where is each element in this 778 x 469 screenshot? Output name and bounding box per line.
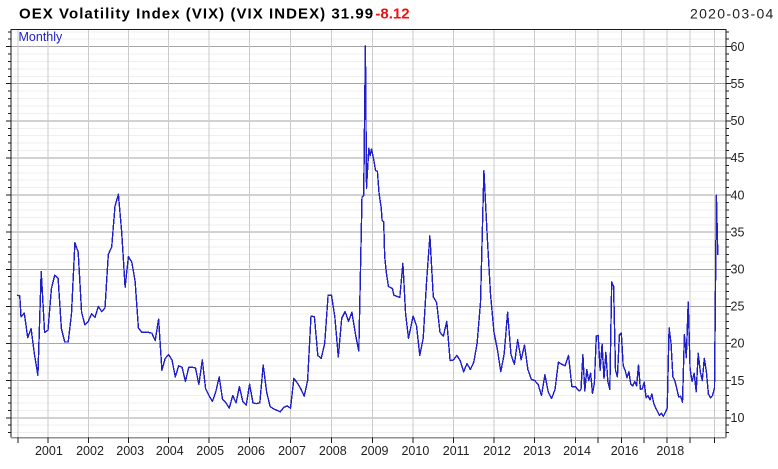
svg-text:2012: 2012	[483, 444, 511, 458]
svg-text:2003: 2003	[116, 444, 144, 458]
svg-text:35: 35	[731, 225, 745, 239]
svg-text:2018: 2018	[656, 444, 684, 458]
svg-text:2005: 2005	[196, 444, 224, 458]
svg-text:2009: 2009	[361, 444, 389, 458]
svg-text:2016: 2016	[611, 444, 639, 458]
svg-text:2002: 2002	[76, 444, 104, 458]
svg-text:2013: 2013	[523, 444, 551, 458]
svg-text:2004: 2004	[156, 444, 184, 458]
svg-text:2001: 2001	[35, 444, 63, 458]
svg-text:15: 15	[731, 374, 745, 388]
svg-text:2008: 2008	[319, 444, 347, 458]
svg-text:2006: 2006	[237, 444, 265, 458]
svg-text:45: 45	[731, 151, 745, 165]
svg-text:2011: 2011	[443, 444, 470, 458]
svg-text:2014: 2014	[563, 444, 591, 458]
svg-text:2007: 2007	[278, 444, 306, 458]
svg-text:55: 55	[731, 77, 745, 91]
svg-text:30: 30	[731, 263, 745, 277]
svg-text:20: 20	[731, 337, 745, 351]
svg-text:Monthly: Monthly	[19, 30, 64, 44]
svg-text:OEX Volatility Index (VIX) (VI: OEX Volatility Index (VIX) (VIX INDEX) 3…	[19, 6, 410, 23]
svg-text:60: 60	[731, 40, 745, 54]
svg-text:50: 50	[731, 114, 745, 128]
svg-text:40: 40	[731, 188, 745, 202]
svg-text:10: 10	[731, 411, 745, 425]
svg-text:2010: 2010	[401, 444, 429, 458]
svg-text:2020-03-04: 2020-03-04	[690, 6, 775, 22]
svg-text:25: 25	[731, 300, 745, 314]
